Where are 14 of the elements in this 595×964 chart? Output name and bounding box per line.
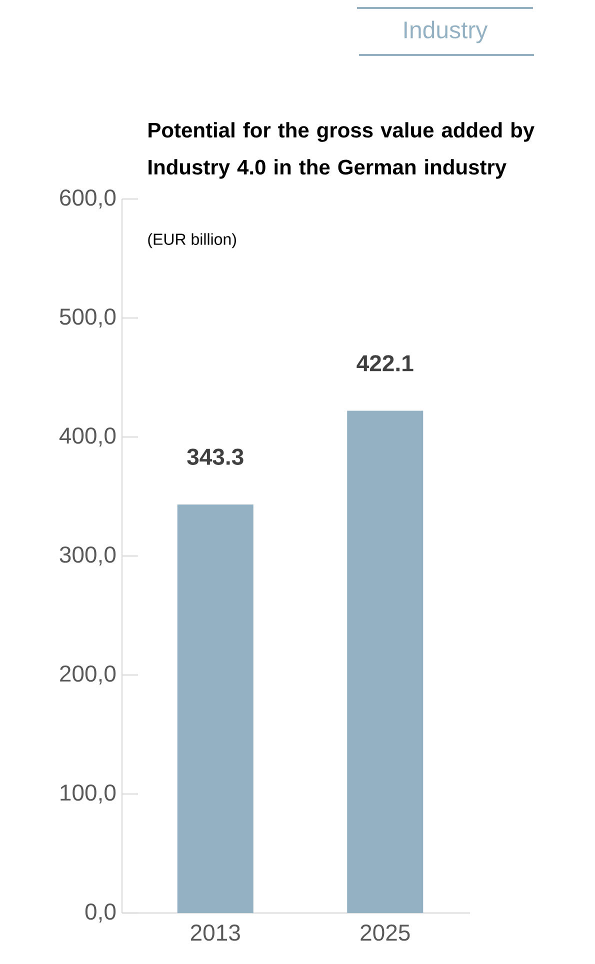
data-label: 343.3 [187,448,244,465]
y-tick-label: 0,0 [85,903,116,922]
y-tick-label: 100,0 [60,784,116,804]
x-tick-label: 2013 [190,924,240,941]
y-tick-label: 400,0 [59,427,116,446]
y-tick-label: 600,0 [60,189,116,208]
text: (EUR billion) [148,233,236,248]
x-tick-label: 2025 [360,924,410,941]
chart-title: Potential for the gross value added by Industry 4.0 in the German industry [148,122,534,179]
text: Industry [404,20,488,44]
y-tick-label: 200,0 [60,665,116,684]
y-tick-label: 500,0 [60,308,116,328]
data-label: 422.1 [356,355,414,372]
y-tick-label: 300,0 [60,546,116,566]
